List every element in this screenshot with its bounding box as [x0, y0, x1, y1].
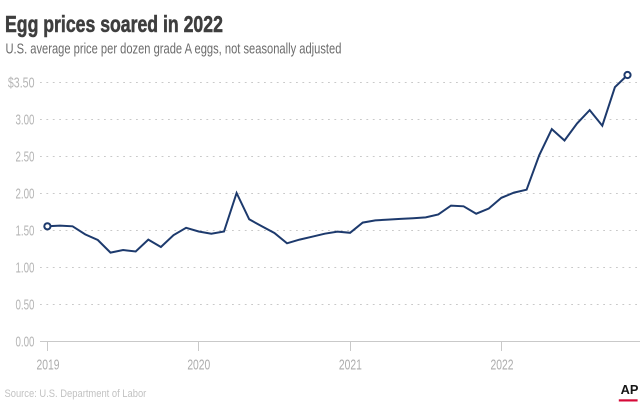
svg-text:2019: 2019 [37, 355, 60, 373]
svg-text:AP: AP [621, 382, 639, 397]
svg-text:0.50: 0.50 [15, 295, 34, 313]
svg-text:2020: 2020 [187, 355, 210, 373]
svg-text:2021: 2021 [339, 355, 362, 373]
svg-text:1.50: 1.50 [15, 221, 34, 239]
svg-text:1.00: 1.00 [15, 258, 34, 276]
svg-text:0.00: 0.00 [15, 332, 34, 350]
svg-text:U.S. average price per dozen g: U.S. average price per dozen grade A egg… [6, 40, 342, 57]
svg-text:Egg prices soared in 2022: Egg prices soared in 2022 [5, 12, 223, 38]
svg-text:Source: U.S. Department of Lab: Source: U.S. Department of Labor [5, 389, 147, 401]
svg-text:$3.50: $3.50 [8, 73, 35, 90]
svg-text:2022: 2022 [491, 355, 514, 373]
svg-text:2.00: 2.00 [15, 184, 34, 202]
svg-text:2.50: 2.50 [15, 147, 34, 165]
svg-text:3.00: 3.00 [15, 110, 34, 128]
